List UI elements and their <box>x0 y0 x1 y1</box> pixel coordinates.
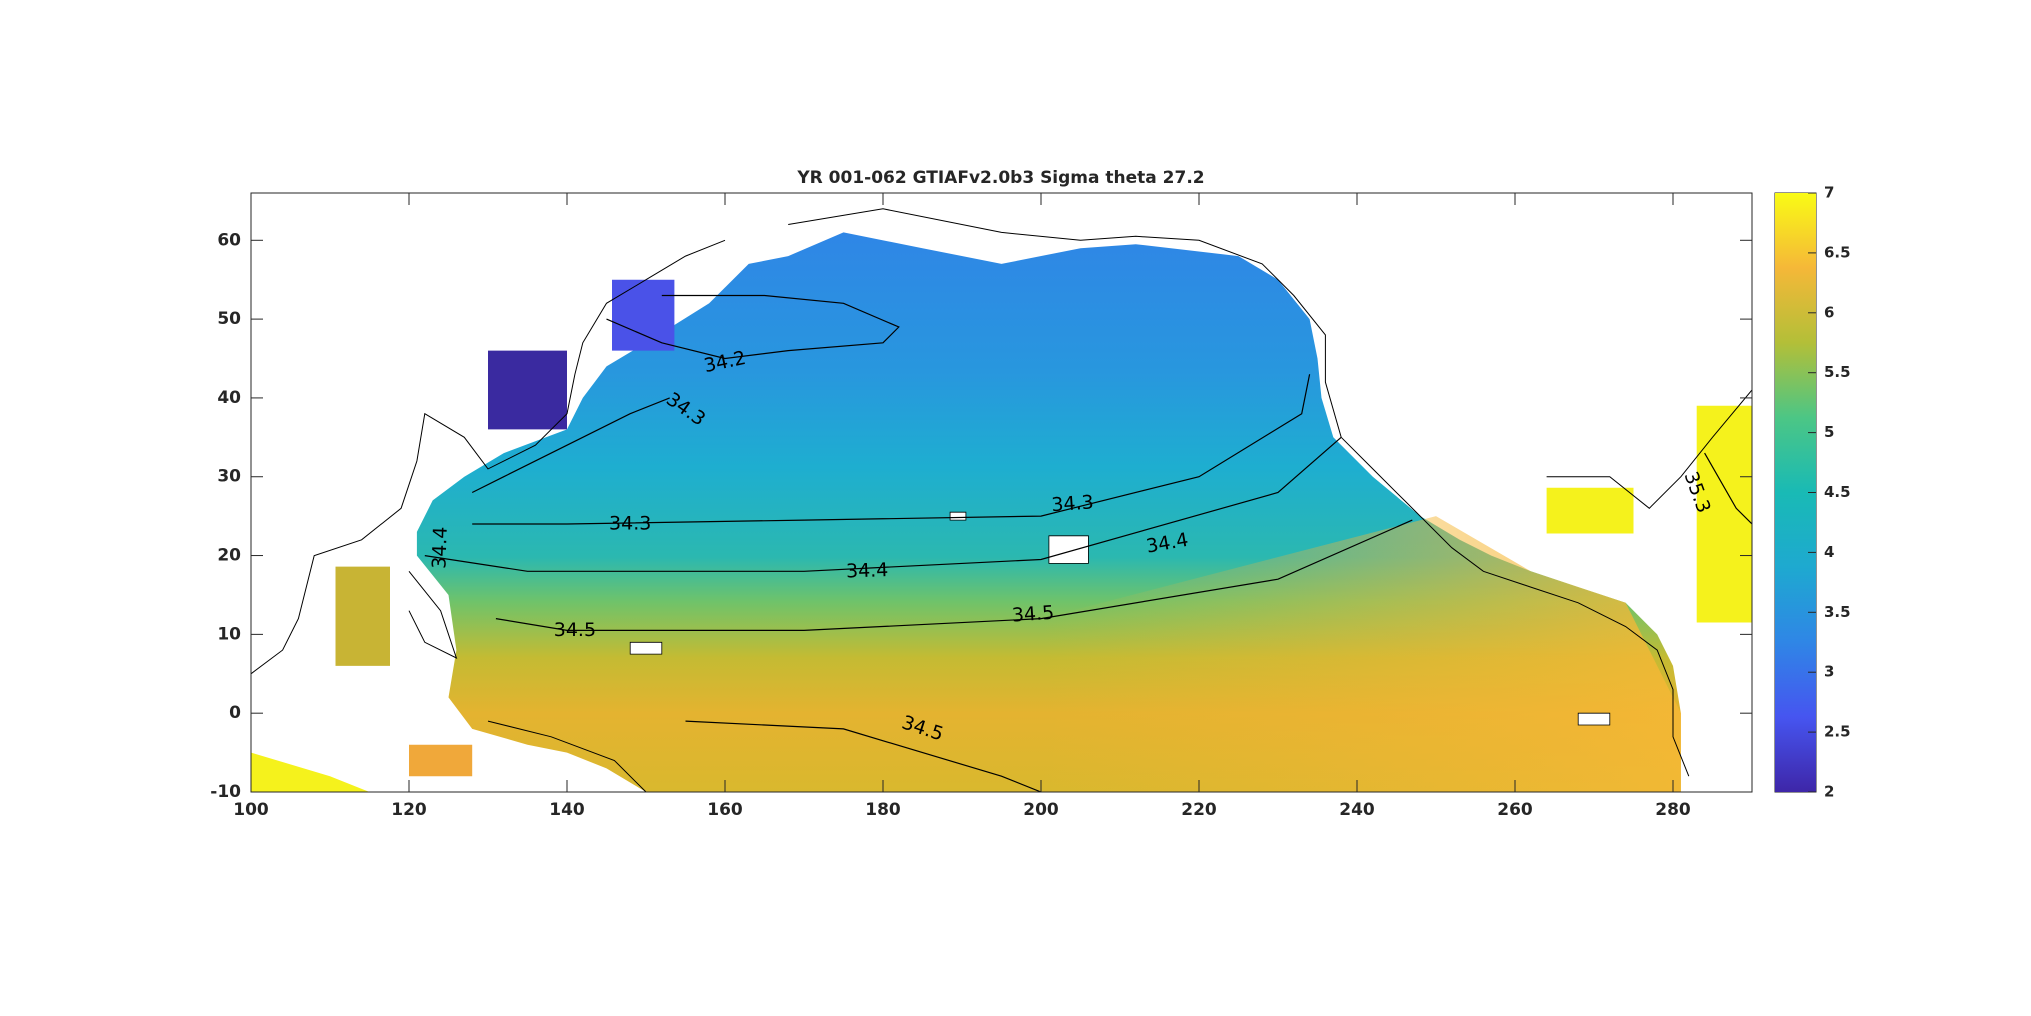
contour-line <box>685 720 1042 792</box>
coastline <box>1546 389 1752 509</box>
colorbar-tick-label: 7 <box>1824 184 1834 202</box>
colorbar-tick-label: 6.5 <box>1824 243 1851 261</box>
colorbar-tick-label: 2.5 <box>1824 723 1851 741</box>
contour-label: 34.4 <box>846 559 889 582</box>
y-tick-label: 20 <box>217 546 241 566</box>
x-tick-label: 260 <box>1497 800 1533 820</box>
colorbar-tick-label: 3 <box>1824 663 1834 681</box>
coastline <box>408 570 458 659</box>
field-patch <box>1696 405 1752 623</box>
colorbar-tick-label: 3.5 <box>1824 603 1851 621</box>
y-tick-label: 60 <box>217 230 241 250</box>
island <box>949 511 967 521</box>
colorbar-tick-label: 5 <box>1824 423 1834 441</box>
x-tick-label: 100 <box>233 800 269 820</box>
x-tick-label: 160 <box>707 800 743 820</box>
colorbar-tick-label: 5.5 <box>1824 363 1851 381</box>
x-tick-label: 280 <box>1655 800 1691 820</box>
contour-label: 34.5 <box>1011 602 1055 627</box>
contour-label: 34.3 <box>1051 491 1095 516</box>
field: 34.234.334.334.334.434.434.434.534.534.5… <box>251 208 1752 792</box>
y-tick-label: 40 <box>217 388 241 408</box>
x-tick-label: 180 <box>865 800 901 820</box>
contour-line <box>472 374 1311 525</box>
contour-line <box>424 436 1342 572</box>
ocean-field-east <box>1041 516 1681 792</box>
colorbar-tick-label: 2 <box>1824 783 1834 801</box>
x-tick-label: 200 <box>1023 800 1059 820</box>
colorbar-tick-label: 4.5 <box>1824 483 1851 501</box>
contour-label: 34.4 <box>428 526 451 569</box>
y-tick-label: 30 <box>217 467 241 487</box>
x-tick-label: 120 <box>391 800 427 820</box>
contour-line <box>495 519 1413 631</box>
island <box>1577 712 1611 726</box>
field-patch <box>612 279 675 351</box>
field-patch <box>488 350 567 430</box>
x-tick-label: 140 <box>549 800 585 820</box>
field-patch <box>1546 487 1634 534</box>
contour-line <box>1704 452 1752 525</box>
contour-line <box>606 294 900 360</box>
coastline <box>251 239 726 675</box>
colorbar-tick-label: 6 <box>1824 303 1834 321</box>
colorbar-tick-label: 4 <box>1824 543 1834 561</box>
axes-box <box>250 192 1753 793</box>
contour-label: 34.3 <box>609 513 651 535</box>
field-patch <box>335 566 390 666</box>
x-tick-label: 240 <box>1339 800 1375 820</box>
contour-label: 34.5 <box>554 619 596 641</box>
island <box>1048 535 1089 564</box>
y-tick-label: 50 <box>217 309 241 329</box>
contour-line <box>471 397 670 494</box>
field-patch <box>409 744 473 777</box>
y-tick-label: 0 <box>229 703 241 723</box>
island <box>629 641 663 655</box>
coastline <box>788 208 1690 777</box>
chart-title: YR 001-062 GTIAFv2.0b3 Sigma theta 27.2 <box>796 168 1204 188</box>
x-tick-label: 220 <box>1181 800 1217 820</box>
field-patch <box>251 752 370 792</box>
coastline <box>487 720 647 792</box>
y-tick-label: 10 <box>217 624 241 644</box>
y-tick-label: -10 <box>210 782 241 802</box>
